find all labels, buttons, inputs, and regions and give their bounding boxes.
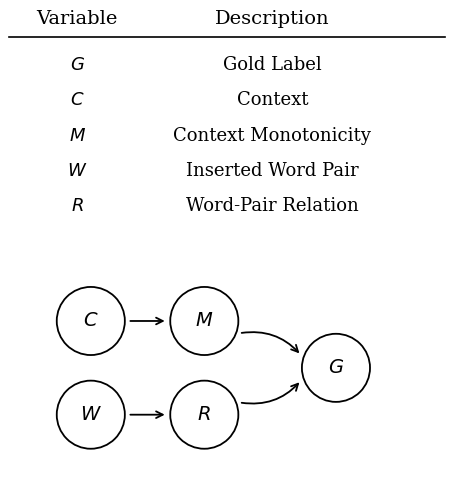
Text: Gold Label: Gold Label: [223, 56, 322, 74]
Text: Description: Description: [215, 10, 330, 28]
Text: Word-Pair Relation: Word-Pair Relation: [186, 197, 359, 215]
Text: Context: Context: [237, 91, 308, 109]
FancyArrowPatch shape: [130, 318, 163, 324]
Ellipse shape: [57, 287, 125, 355]
Text: $C$: $C$: [83, 312, 99, 330]
Text: $C$: $C$: [70, 91, 84, 109]
FancyArrowPatch shape: [130, 411, 163, 418]
Text: $M$: $M$: [195, 312, 213, 330]
Text: $W$: $W$: [67, 162, 87, 180]
Text: Context Monotonicity: Context Monotonicity: [173, 126, 371, 145]
Text: $M$: $M$: [69, 126, 86, 145]
Text: $W$: $W$: [80, 406, 102, 424]
Text: $G$: $G$: [69, 56, 85, 74]
Ellipse shape: [302, 334, 370, 402]
Text: Variable: Variable: [36, 10, 118, 28]
FancyArrowPatch shape: [242, 384, 298, 404]
Ellipse shape: [170, 380, 238, 449]
Text: $R$: $R$: [197, 406, 211, 424]
Text: Inserted Word Pair: Inserted Word Pair: [186, 162, 359, 180]
Ellipse shape: [170, 287, 238, 355]
FancyArrowPatch shape: [242, 332, 298, 352]
Text: $G$: $G$: [328, 359, 344, 377]
Ellipse shape: [57, 380, 125, 449]
Text: $R$: $R$: [71, 197, 84, 215]
